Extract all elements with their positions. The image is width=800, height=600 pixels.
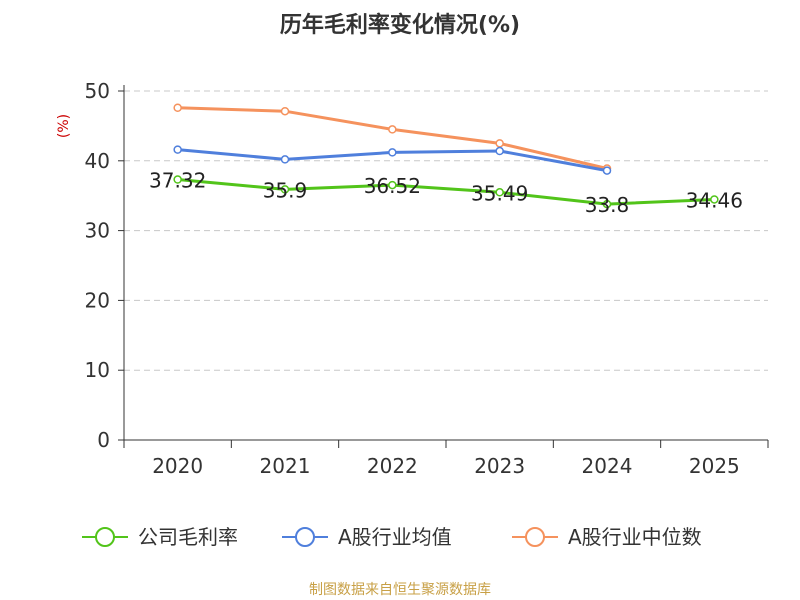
data-point [280, 106, 290, 116]
axes [118, 85, 769, 448]
source-note: 制图数据来自恒生聚源数据库 [309, 582, 491, 598]
data-point [280, 155, 290, 164]
legend-label: A股行业均值 [338, 525, 452, 549]
chart-title: 历年毛利率变化情况(%) [280, 12, 520, 38]
y-tick-label: 20 [85, 288, 110, 312]
data-label: 34.46 [686, 188, 743, 212]
data-point [173, 175, 182, 184]
data-labels: 37.32 35.9 36.52 35.49 33.8 34.46 [149, 169, 743, 218]
data-point [388, 148, 397, 157]
y-tick-label: 50 [85, 79, 110, 103]
legend-swatch-marker [525, 527, 545, 547]
x-tick-label: 2022 [367, 454, 418, 478]
series-line-0 [177, 178, 715, 206]
data-point [388, 180, 397, 190]
legend-label: 公司毛利率 [138, 525, 238, 549]
data-point [602, 199, 612, 209]
series-group [173, 103, 719, 209]
y-tick-label: 30 [85, 219, 110, 243]
x-tick-label: 2025 [689, 454, 740, 478]
legend-item-2: A股行业中位数 [512, 525, 702, 549]
x-tick-label: 2023 [474, 454, 525, 478]
data-label: 35.9 [263, 178, 308, 202]
data-label: 37.32 [149, 169, 206, 193]
data-point [495, 139, 504, 148]
x-tick-label: 2024 [582, 454, 633, 478]
data-point [495, 188, 504, 197]
data-point [602, 166, 612, 175]
x-tick-labels: 2020 2021 2022 2023 2024 2025 [152, 454, 740, 478]
y-tick-label: 10 [85, 358, 110, 382]
data-label: 33.8 [585, 193, 630, 217]
data-point [173, 145, 182, 154]
x-tick-label: 2020 [152, 454, 203, 478]
data-point [495, 146, 504, 156]
data-label: 36.52 [364, 174, 421, 198]
legend-item-1: A股行业均值 [282, 525, 452, 549]
y-tick-label: 40 [85, 149, 110, 173]
legend-label: A股行业中位数 [568, 525, 702, 549]
legend: 公司毛利率 A股行业均值 A股行业中位数 [82, 525, 702, 549]
y-tick-label: 0 [97, 428, 110, 452]
gridlines [124, 90, 768, 371]
legend-swatch-marker [295, 527, 315, 547]
data-point [280, 185, 290, 194]
y-tick-labels: 0 10 20 30 40 50 [85, 79, 110, 452]
data-point [710, 195, 719, 204]
data-point [388, 125, 397, 134]
legend-item-0: 公司毛利率 [82, 525, 238, 549]
y-axis-unit: (%) [56, 114, 72, 138]
data-point [173, 103, 182, 113]
data-label: 35.49 [471, 181, 528, 205]
x-tick-label: 2021 [260, 454, 311, 478]
legend-swatch-marker [95, 527, 115, 547]
